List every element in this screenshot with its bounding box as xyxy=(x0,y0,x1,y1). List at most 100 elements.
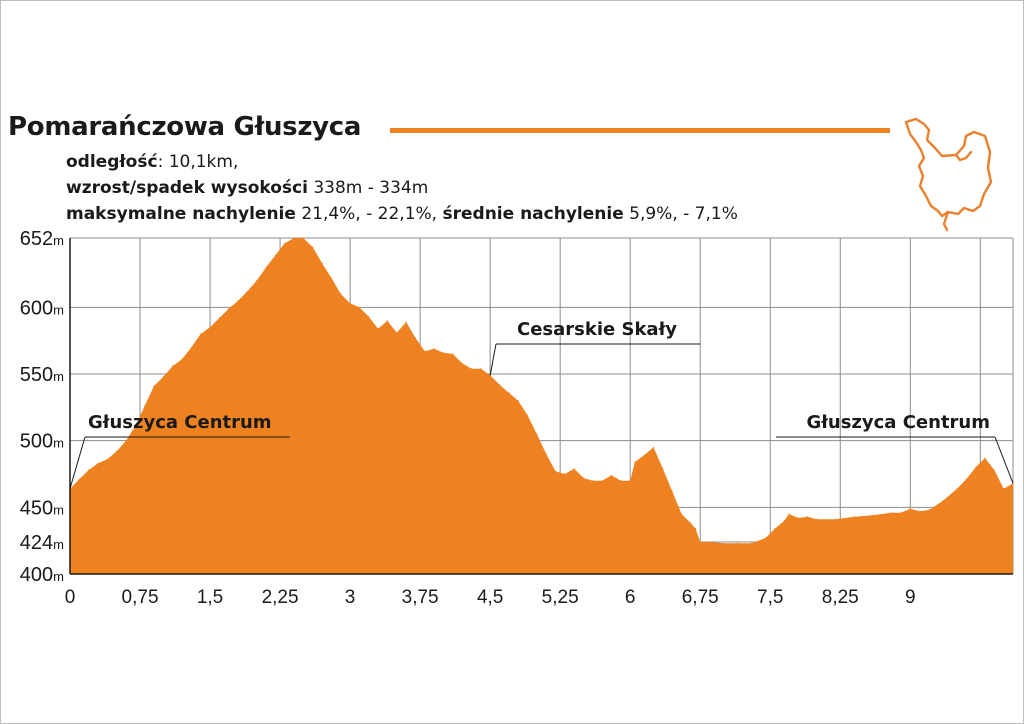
elevation-label: wzrost/spadek wysokości xyxy=(66,178,308,198)
data-point xyxy=(321,262,323,264)
data-point xyxy=(218,317,220,319)
data-point xyxy=(330,277,332,279)
data-point xyxy=(723,542,725,544)
y-tick-label: 652m xyxy=(20,228,64,250)
data-point xyxy=(872,514,874,516)
data-point xyxy=(928,509,930,511)
y-tick-label: 550m xyxy=(20,364,64,386)
distance-value: : 10,1km, xyxy=(157,152,239,172)
data-point xyxy=(461,362,463,364)
y-tick-label: 600m xyxy=(20,297,64,319)
data-point xyxy=(526,414,529,416)
y-tick-unit: m xyxy=(53,436,64,451)
y-tick-unit: m xyxy=(53,537,64,552)
y-tick-value: 652 xyxy=(20,228,53,250)
data-point xyxy=(797,517,799,519)
data-point xyxy=(340,293,342,295)
y-tick-label: 424m xyxy=(20,532,64,554)
y-tick-value: 600 xyxy=(20,297,53,319)
data-point xyxy=(274,254,276,256)
data-point xyxy=(265,266,267,268)
data-point xyxy=(414,337,417,339)
data-point xyxy=(774,528,776,530)
data-point xyxy=(97,462,99,464)
y-tick-label: 450m xyxy=(20,497,64,519)
elevation-area xyxy=(70,238,1013,574)
data-point xyxy=(349,302,351,304)
data-point xyxy=(424,350,426,352)
elevation-value: 338m - 334m xyxy=(307,178,429,198)
data-point xyxy=(554,470,557,472)
data-point xyxy=(442,352,445,354)
data-point xyxy=(634,461,636,463)
data-point xyxy=(643,454,645,456)
data-point xyxy=(396,332,398,334)
data-point xyxy=(498,384,501,386)
data-point xyxy=(153,385,155,387)
data-point xyxy=(610,474,613,476)
data-point xyxy=(807,516,809,518)
data-point xyxy=(601,480,603,482)
data-point xyxy=(312,246,314,248)
data-point xyxy=(470,368,473,370)
x-tick-label: 3 xyxy=(345,587,356,608)
data-point xyxy=(956,488,958,490)
y-tick-unit: m xyxy=(53,302,64,317)
y-tick-value: 400 xyxy=(20,564,53,586)
elevation-info: wzrost/spadek wysokości 338m - 334m xyxy=(66,178,428,198)
data-point xyxy=(629,480,631,482)
y-tick-unit: m xyxy=(53,502,64,517)
data-point xyxy=(228,308,230,310)
y-tick-value: 450 xyxy=(20,497,53,519)
data-point xyxy=(564,473,566,475)
x-tick-label: 1,5 xyxy=(197,587,223,608)
y-tick-unit: m xyxy=(53,369,64,384)
y-tick-value: 550 xyxy=(20,364,53,386)
data-point xyxy=(368,316,370,318)
data-point xyxy=(835,518,837,520)
data-point xyxy=(246,290,248,292)
title-rule xyxy=(390,128,890,133)
data-point xyxy=(209,326,211,328)
data-point xyxy=(652,446,655,448)
route-outline xyxy=(904,117,993,232)
annotation-pointer xyxy=(994,436,1014,484)
x-tick-label: 5,25 xyxy=(542,587,579,608)
data-point xyxy=(909,508,911,510)
data-point xyxy=(942,500,944,502)
data-point xyxy=(256,280,258,282)
data-point xyxy=(751,542,753,544)
x-tick-label: 0 xyxy=(65,587,76,608)
x-tick-label: 0,75 xyxy=(122,587,159,608)
data-point xyxy=(302,237,304,239)
y-tick-label: 400m xyxy=(20,564,64,586)
data-point xyxy=(891,512,893,514)
data-point xyxy=(690,522,692,524)
data-point xyxy=(783,520,785,522)
data-point xyxy=(284,242,286,244)
data-point xyxy=(162,376,164,378)
data-point xyxy=(853,516,855,518)
x-tick-label: 6,75 xyxy=(682,587,719,608)
x-tick-label: 2,25 xyxy=(262,587,299,608)
data-point xyxy=(592,480,594,482)
data-point xyxy=(620,480,622,482)
slope-info: maksymalne nachylenie 21,4%, - 22,1%, śr… xyxy=(66,204,738,224)
data-point xyxy=(582,477,585,479)
data-point xyxy=(737,542,739,544)
avg-slope-value: 5,9%, - 7,1% xyxy=(623,204,738,224)
data-point xyxy=(671,490,673,492)
annotation-pointer xyxy=(489,343,497,376)
data-point xyxy=(125,440,127,442)
data-point xyxy=(88,469,90,471)
y-tick-value: 500 xyxy=(20,431,53,453)
y-tick-label: 500m xyxy=(20,431,64,453)
data-point xyxy=(709,541,711,543)
data-point xyxy=(545,453,547,455)
data-point xyxy=(358,306,360,308)
data-point xyxy=(984,457,986,459)
annotation-label: Głuszyca Centrum xyxy=(88,412,272,433)
data-point xyxy=(517,400,519,402)
data-point xyxy=(765,537,767,539)
data-point xyxy=(190,346,192,348)
